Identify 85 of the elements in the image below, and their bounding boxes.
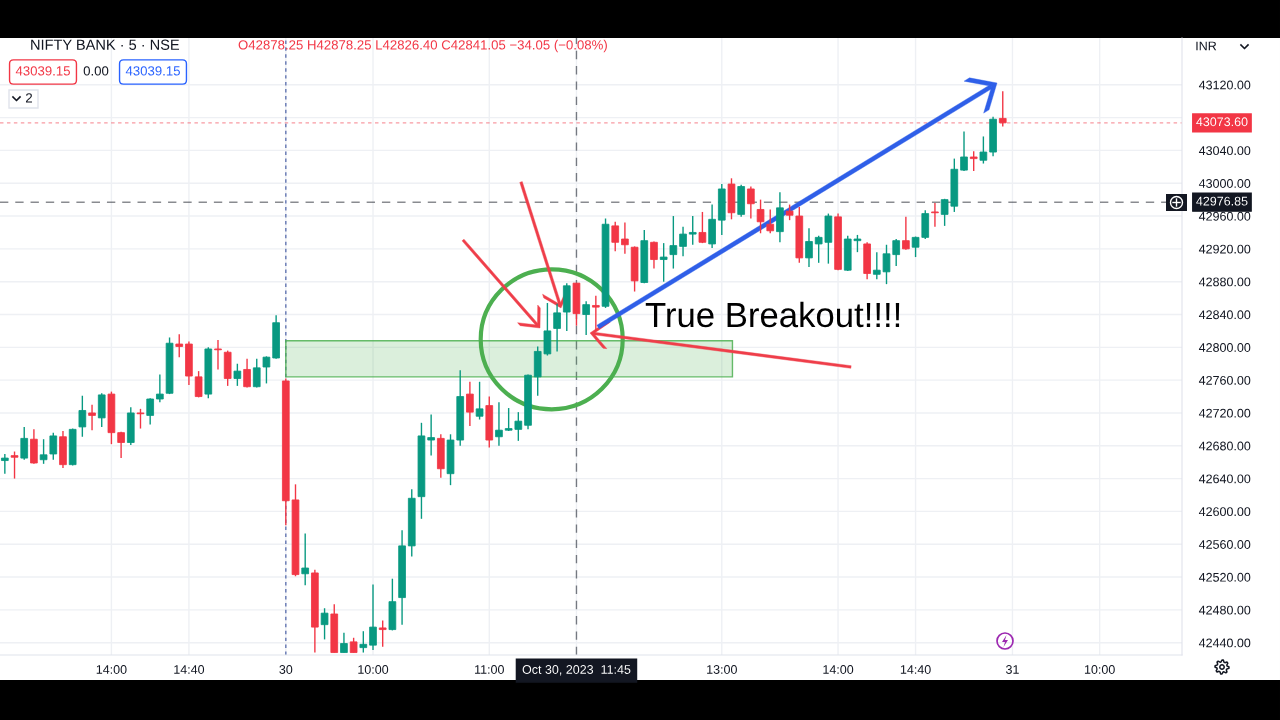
candlestick xyxy=(659,242,668,283)
y-tick-label: 42640.00 xyxy=(1198,474,1251,484)
candlestick xyxy=(979,135,988,165)
x-tick-label: 14:40 xyxy=(900,665,931,674)
y-tick-label: 42600.00 xyxy=(1198,507,1251,517)
annotation: True Breakout!!!! xyxy=(645,301,900,328)
x-tick-label: 10:00 xyxy=(1084,665,1115,674)
candlestick xyxy=(97,392,106,428)
x-tick-label: 11:00 xyxy=(475,665,504,674)
candlestick xyxy=(669,215,678,270)
candlestick xyxy=(146,397,154,426)
candlestick xyxy=(88,404,96,431)
candlestick xyxy=(243,358,251,389)
candlestick xyxy=(621,221,629,255)
candlestick xyxy=(902,216,910,251)
candlestick xyxy=(931,202,939,228)
y-tick-label: 42560.00 xyxy=(1198,540,1251,549)
x-tick-label: 14:00 xyxy=(96,665,127,674)
x-tick-label: 14:00 xyxy=(823,665,854,674)
candlestick xyxy=(78,395,87,438)
y-tick-label: 42440.00 xyxy=(1198,638,1251,648)
y-tick-label: 42840.00 xyxy=(1198,310,1251,320)
candlestick xyxy=(475,381,484,421)
candlestick xyxy=(175,333,184,358)
annotation: 43039.15 xyxy=(125,66,180,76)
candlestick xyxy=(301,532,309,586)
candlestick xyxy=(805,227,813,268)
y-tick-label: 43040.00 xyxy=(1198,146,1251,156)
candlestick xyxy=(698,211,707,244)
candlestick xyxy=(998,90,1007,128)
annotation: 0.00 xyxy=(83,66,109,76)
chart-subtitle: O42878.25 H42878.25 L42826.40 C42841.05 −34.05 (−0.08%) xyxy=(238,39,607,53)
candlestick xyxy=(10,450,19,480)
candlestick xyxy=(369,583,377,651)
candlestick xyxy=(233,363,242,387)
candlestick xyxy=(117,431,125,459)
candlestick xyxy=(582,300,590,336)
y-tick-label: 43120.00 xyxy=(1198,80,1251,90)
candlestick xyxy=(776,191,784,243)
x-tick-label: 31 xyxy=(1005,665,1019,674)
candlestick xyxy=(340,632,348,654)
chart-title: NIFTY BANK · 5 · NSE xyxy=(31,39,180,50)
y-tick-label: 42680.00 xyxy=(1198,441,1251,451)
candlestick xyxy=(136,408,145,430)
y-tick-label: 42720.00 xyxy=(1198,408,1251,418)
candlestick xyxy=(611,221,620,253)
candlestick xyxy=(747,185,755,220)
candlestick xyxy=(766,208,775,234)
x-tick-label: 30 xyxy=(279,665,293,674)
candlestick xyxy=(553,303,561,353)
ref-line-label: 43073.60 xyxy=(1196,117,1248,127)
candlestick xyxy=(688,215,697,246)
candlestick xyxy=(214,339,222,371)
y-tick-label: 42880.00 xyxy=(1198,277,1251,287)
y-tick-label: 42520.00 xyxy=(1198,572,1251,582)
candlestick xyxy=(466,381,474,427)
candlestick xyxy=(969,150,978,172)
y-tick-label: 42760.00 xyxy=(1198,375,1251,385)
y-tick-label: 42800.00 xyxy=(1198,343,1251,352)
y-tick-label: 42960.00 xyxy=(1198,211,1251,221)
candlestick xyxy=(756,198,765,234)
text: INR xyxy=(1196,41,1217,51)
annotation: 2 xyxy=(26,93,33,103)
candlestick xyxy=(679,226,687,257)
x-tick-label: 14:40 xyxy=(174,665,205,674)
y-tick-label: 42920.00 xyxy=(1198,244,1251,254)
x-tick-label: 10:00 xyxy=(358,665,389,674)
y-tick-label: 42480.00 xyxy=(1198,605,1251,615)
candlestick xyxy=(495,401,503,447)
candlestick xyxy=(359,630,368,654)
y-tick-label: 43000.00 xyxy=(1198,179,1251,188)
candlestick xyxy=(378,619,387,648)
candlestick xyxy=(427,413,435,457)
candlestick xyxy=(650,240,658,270)
candlestick xyxy=(960,130,968,172)
candlestick xyxy=(320,607,329,641)
x-tick-label: Oct 30, 2023 11:45 xyxy=(522,665,631,676)
x-tick-label: 13:00 xyxy=(707,665,737,674)
candlestick xyxy=(194,370,203,399)
ref-line-label: 42976.85 xyxy=(1196,196,1248,206)
candlestick xyxy=(30,428,38,465)
candlestick xyxy=(1,453,9,475)
candlestick xyxy=(156,373,164,403)
annotation: 43039.15 xyxy=(15,66,70,76)
candlestick xyxy=(20,426,29,461)
